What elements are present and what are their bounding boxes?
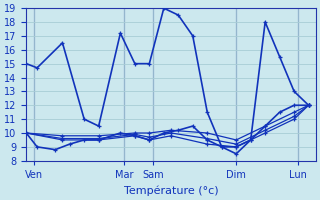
X-axis label: Température (°c): Température (°c) [124, 185, 218, 196]
